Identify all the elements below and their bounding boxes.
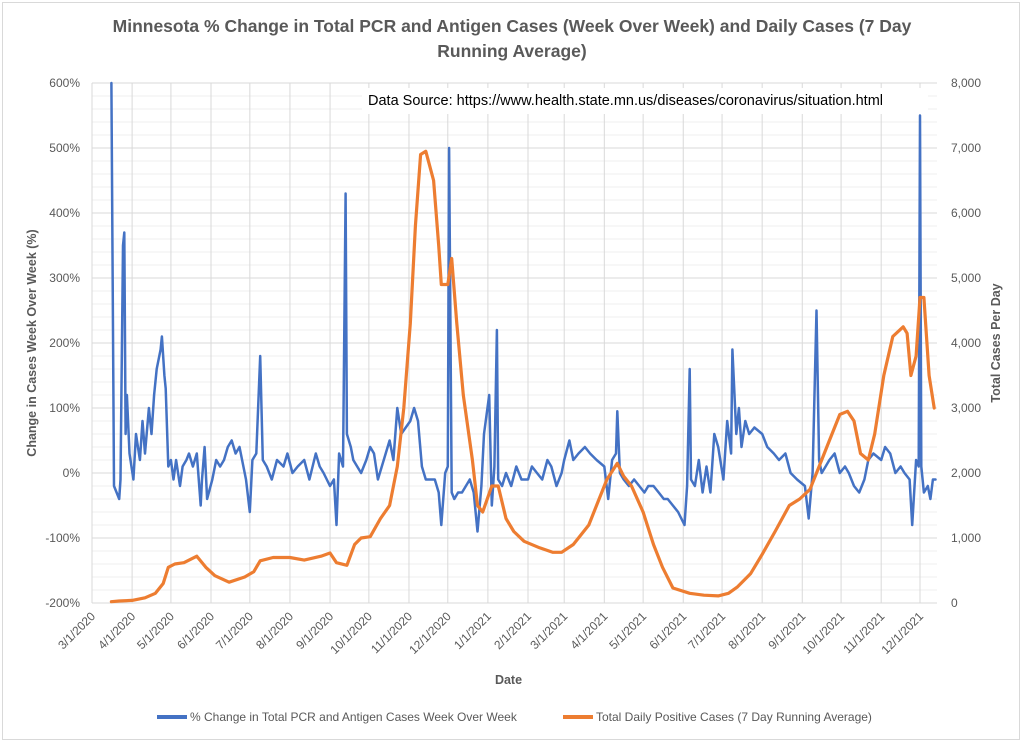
y-right-axis-title: Total Cases Per Day [989, 283, 1003, 402]
x-tick-label: 6/1/2021 [646, 609, 689, 652]
legend-item-pct-change: % Change in Total PCR and Antigen Cases … [157, 710, 517, 724]
x-axis-title: Date [495, 673, 522, 687]
x-tick-label: 6/1/2020 [174, 609, 217, 652]
y-left-tick-label: -100% [45, 531, 80, 545]
legend-label: Total Daily Positive Cases (7 Day Runnin… [596, 710, 872, 724]
legend-label: % Change in Total PCR and Antigen Cases … [190, 710, 517, 724]
x-tick-label: 4/1/2020 [95, 609, 138, 652]
y-left-axis-title: Change in Cases Week Over Week (%) [25, 229, 39, 456]
x-tick-label: 4/1/2021 [568, 609, 611, 652]
x-tick-label: 8/1/2020 [253, 609, 296, 652]
x-tick-label: 8/1/2021 [725, 609, 768, 652]
y-left-tick-label: 100% [49, 401, 80, 415]
x-tick-label: 1/1/2021 [451, 609, 494, 652]
x-tick-label: 12/1/2021 [878, 609, 926, 657]
data-source-annotation: Data Source: https://www.health.state.mn… [362, 88, 928, 114]
series-line-daily-cases [109, 149, 936, 604]
x-tick-label: 12/1/2020 [406, 609, 454, 657]
y-right-tick-label: 4,000 [951, 336, 981, 350]
legend-item-daily-cases: Total Daily Positive Cases (7 Day Runnin… [563, 710, 872, 724]
series-line-pct-change [110, 81, 937, 533]
y-right-tick-label: 0 [951, 596, 958, 610]
x-tick-label: 3/1/2021 [527, 609, 570, 652]
x-tick-label: 7/1/2021 [685, 609, 728, 652]
y-right-tick-label: 5,000 [951, 271, 981, 285]
y-right-tick-label: 3,000 [951, 401, 981, 415]
y-right-tick-label: 1,000 [951, 531, 981, 545]
x-tick-label: 7/1/2020 [213, 609, 256, 652]
legend-swatch-blue [157, 715, 187, 719]
y-left-tick-label: 400% [49, 206, 80, 220]
y-right-tick-label: 2,000 [951, 466, 981, 480]
y-left-tick-label: 500% [49, 141, 80, 155]
y-left-tick-label: -200% [45, 596, 80, 610]
y-left-tick-label: 300% [49, 271, 80, 285]
y-left-tick-label: 600% [49, 76, 80, 90]
y-left-tick-label: 200% [49, 336, 80, 350]
x-tick-label: 10/1/2021 [800, 609, 848, 657]
x-tick-label: 10/1/2020 [327, 609, 375, 657]
y-right-tick-label: 7,000 [951, 141, 981, 155]
chart-title: Minnesota % Change in Total PCR and Anti… [112, 16, 912, 61]
x-tick-label: 2/1/2021 [491, 609, 534, 652]
legend-swatch-orange [563, 715, 593, 719]
x-tick-label: 5/1/2020 [134, 609, 177, 652]
y-right-tick-label: 6,000 [951, 206, 981, 220]
y-right-tick-label: 8,000 [951, 76, 981, 90]
y-left-tick-label: 0% [63, 466, 81, 480]
x-tick-label: 3/1/2020 [55, 609, 98, 652]
x-tick-label: 5/1/2021 [606, 609, 649, 652]
